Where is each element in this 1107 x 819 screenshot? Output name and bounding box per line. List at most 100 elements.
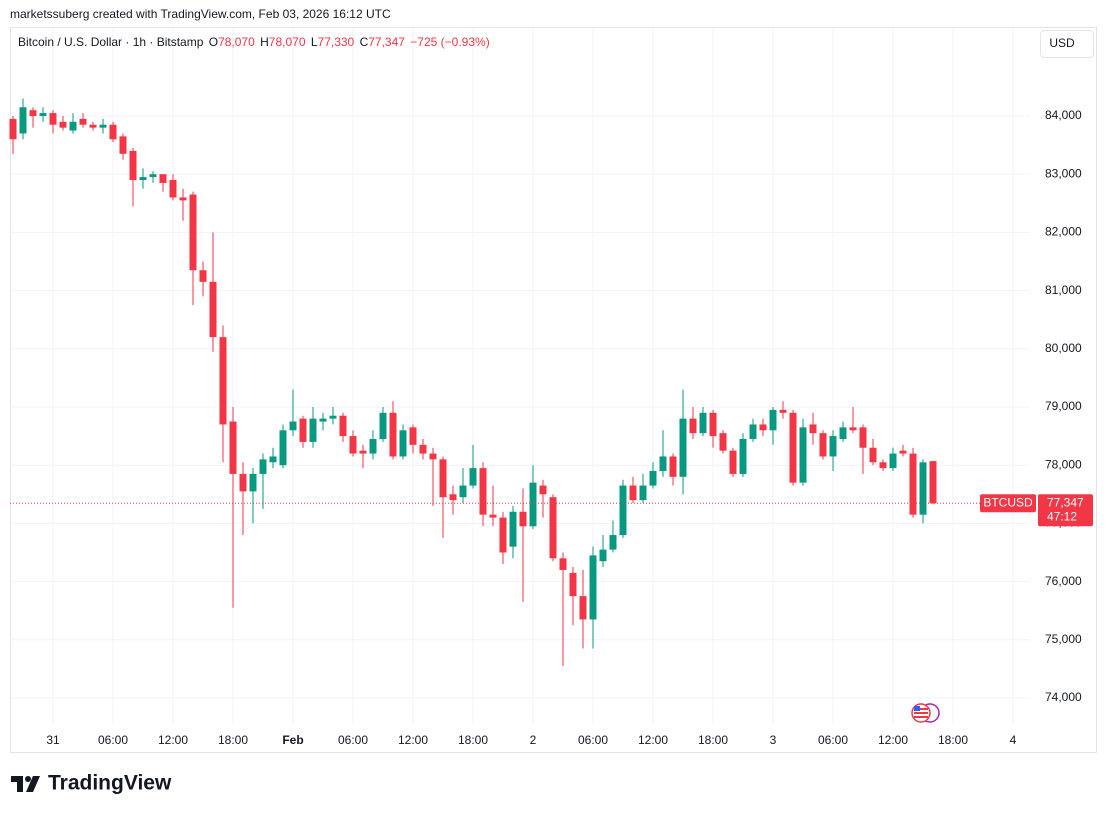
currency-button[interactable] [1040,30,1094,58]
candle-body [809,424,817,434]
candle-body [639,485,647,501]
candle-body [509,511,517,547]
candle-body [409,427,417,445]
x-tick-label: Feb [282,733,303,747]
candle-body [119,136,127,154]
candle-body [339,415,347,437]
candle-body [149,174,157,178]
candle-body [19,107,27,134]
y-tick-label: 83,000 [1045,166,1082,180]
y-tick-label: 78,000 [1045,457,1082,471]
chart-frame [10,27,1097,753]
low-label: L [311,35,318,49]
y-tick-label: 80,000 [1045,341,1082,355]
candle-body [559,558,567,570]
y-tick-label: 79,000 [1045,399,1082,413]
candle-body [479,468,487,515]
symbol: Bitcoin / U.S. Dollar · 1h · Bitstamp [18,35,204,49]
candle-body [609,535,617,550]
low-value: 77,330 [318,35,355,49]
candle-body [319,418,327,422]
candle-body [869,447,877,463]
event-icons [911,703,940,723]
candle-body [129,150,137,181]
price-label-bg [1038,494,1093,527]
x-tick-label: 3 [770,733,777,747]
brand-logo [11,776,40,792]
candle-body [879,462,887,469]
candle-body [99,124,107,128]
candle-body [299,418,307,442]
x-tick-label: 2 [530,733,537,747]
candle-body [579,596,587,620]
candle-body [769,409,777,431]
candle-body [279,430,287,466]
x-tick-label: 06:00 [98,733,128,747]
candle-body [799,427,807,483]
candle-body [729,450,737,474]
x-tick-label: 18:00 [938,733,968,747]
grid: 74,00075,00076,00077,00078,00079,00080,0… [10,28,1082,747]
candle-body [629,485,637,501]
symbol-label-bg [980,494,1036,513]
y-tick-label: 74,000 [1045,690,1082,704]
candle-body [689,418,697,434]
x-tick-label: 18:00 [458,733,488,747]
candle-body [489,514,497,518]
candle-body [469,468,477,486]
candle-body [649,471,657,486]
candle-body [659,456,667,472]
candle-body [69,121,77,131]
candle-body [669,456,677,477]
x-tick-label: 12:00 [638,733,668,747]
brand-name: TradingView [48,772,172,795]
candle-body [79,118,87,125]
candle-body [899,450,907,454]
x-tick-label: 18:00 [698,733,728,747]
candle-body [819,433,827,457]
candle-body [429,453,437,460]
candle-body [569,572,577,597]
candle-body [859,427,867,448]
candle-body [849,427,857,431]
candle-body [399,430,407,457]
high-value: 78,070 [269,35,306,49]
candle-body [239,473,247,492]
candle-body [529,482,537,527]
x-tick-label: 12:00 [878,733,908,747]
x-tick-label: 4 [1010,733,1017,747]
x-tick-label: 18:00 [218,733,248,747]
x-tick-label: 12:00 [398,733,428,747]
candle-body [39,113,47,116]
close-value: 77,347 [368,35,405,49]
candle-body [739,439,747,474]
y-tick-label: 75,000 [1045,632,1082,646]
symbol-label: BTCUSD [983,495,1033,509]
candle-body [349,436,357,454]
candle-body [389,412,397,457]
candle-body [109,124,117,140]
price-label: 77,347 [1047,495,1084,509]
candle-body [289,421,297,431]
candle-body [139,177,147,181]
x-tick-label: 06:00 [818,733,848,747]
candle-body [189,194,197,271]
candle-body [459,485,467,498]
candle-body [169,180,177,198]
candle-body [249,473,257,492]
x-tick-label: 06:00 [578,733,608,747]
candle-body [519,511,527,527]
y-tick-label: 82,000 [1045,225,1082,239]
candle-body [199,270,207,282]
candle-body [829,436,837,457]
candle-body [749,424,757,440]
candle-body [549,497,557,559]
candle-body [889,453,897,469]
candle-body [329,415,337,419]
candle-body [499,517,507,553]
y-tick-label: 76,000 [1045,574,1082,588]
candle-body [379,412,387,440]
currency-label[interactable]: USD [1049,36,1075,50]
